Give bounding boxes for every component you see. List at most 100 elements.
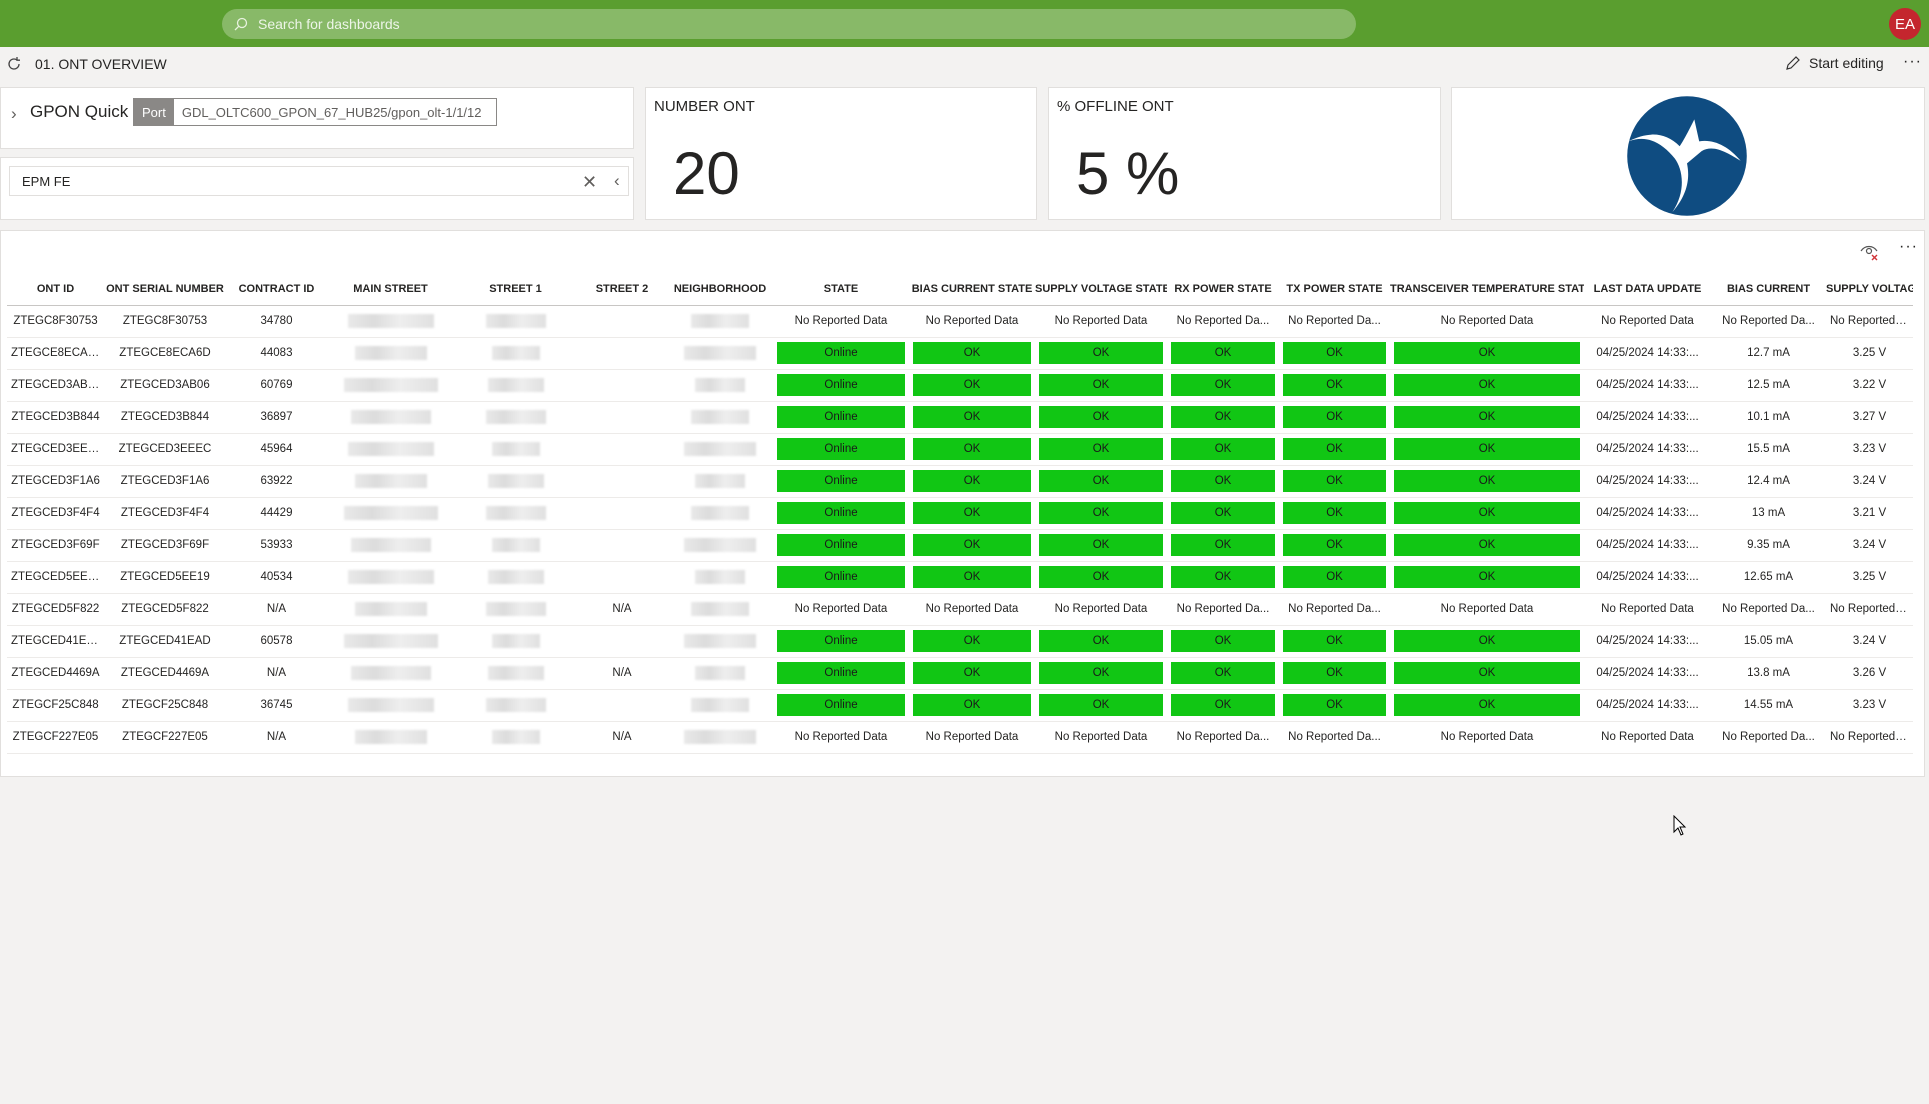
column-header-ont-serial-number[interactable]: ONT SERIAL NUMBER (104, 273, 226, 306)
column-header-street-1[interactable]: STREET 1 (454, 273, 577, 306)
status-badge: OK (1039, 534, 1163, 556)
redacted-value (487, 570, 544, 584)
status-badge: OK (1039, 342, 1163, 364)
user-avatar[interactable]: EA (1889, 8, 1921, 40)
table-row[interactable]: ZTEGCED41EAD ZTEGCED41EAD 60578 Online OK OK O… (7, 625, 1913, 658)
redacted-value (695, 570, 745, 584)
redacted-value (354, 730, 427, 744)
visual-visibility-icon[interactable] (1859, 241, 1879, 261)
column-header-last-data-update[interactable]: LAST DATA UPDATE (1584, 273, 1711, 306)
cell-street-2 (577, 369, 667, 402)
table-row[interactable]: ZTEGCE8ECA6D ZTEGCE8ECA6D 44083 Online OK OK O… (7, 337, 1913, 370)
table-row[interactable]: ZTEGCED4469A ZTEGCED4469A N/A N/A Online OK OK… (7, 657, 1913, 690)
status-badge: Online (777, 630, 905, 652)
cell-state: No Reported Data (773, 305, 909, 338)
cell-ont-serial-number: ZTEGCF25C848 (104, 689, 226, 722)
redacted-value (684, 730, 756, 744)
dashboard-search[interactable]: Search for dashboards (222, 9, 1356, 39)
cell-last-data-update: 04/25/2024 14:33:... (1584, 657, 1711, 690)
cell-rx-power-state: OK (1167, 529, 1279, 562)
status-badge: OK (1283, 502, 1386, 524)
port-value[interactable]: GDL_OLTC600_GPON_67_HUB25/gpon_olt-1/1/1… (181, 104, 482, 120)
column-header-state[interactable]: STATE (773, 273, 909, 306)
cell-bias-current: 12.4 mA (1711, 465, 1826, 498)
table-row[interactable]: ZTEGCED3F69F ZTEGCED3F69F 53933 Online OK OK O… (7, 529, 1913, 562)
cell-transceiver-temperature-state: No Reported Data (1390, 593, 1584, 626)
status-badge: Online (777, 662, 905, 684)
cell-tx-power-state: OK (1279, 625, 1390, 658)
gpon-quick-title: GPON Quick (30, 102, 129, 121)
cell-ont-id: ZTEGCED5F822 (7, 593, 104, 626)
column-header-street-2[interactable]: STREET 2 (577, 273, 667, 306)
kpi-title: NUMBER ONT (654, 98, 755, 115)
cell-bias-current-state: OK (909, 433, 1035, 466)
column-header-ont-id[interactable]: ONT ID (7, 273, 104, 306)
column-header-bias-current[interactable]: BIAS CURRENT (1711, 273, 1826, 306)
table-row[interactable]: ZTEGCED3AB06 ZTEGCED3AB06 60769 Online OK OK O… (7, 369, 1913, 402)
cell-ont-id: ZTEGCED3F1A6 (7, 465, 104, 498)
start-editing-button[interactable]: Start editing (1785, 55, 1884, 71)
redacted-value (691, 602, 749, 616)
table-row[interactable]: ZTEGCED3B844 ZTEGCED3B844 36897 Online OK OK O… (7, 401, 1913, 434)
chevron-left-icon[interactable]: ‹ (614, 171, 620, 190)
table-row[interactable]: ZTEGCF227E05 ZTEGCF227E05 N/A N/A No Reporte… (7, 721, 1913, 754)
table-row[interactable]: ZTEGCED5F822 ZTEGCED5F822 N/A N/A No Reporte… (7, 593, 1913, 626)
cell-neighborhood (667, 593, 773, 626)
epm-filter-input[interactable]: EPM FE ✕ ‹ (9, 166, 629, 196)
cell-last-data-update: No Reported Data (1584, 593, 1711, 626)
column-header-contract-id[interactable]: CONTRACT ID (226, 273, 327, 306)
column-header-bias-current-state[interactable]: BIAS CURRENT STATE (909, 273, 1035, 306)
refresh-icon[interactable] (6, 56, 22, 72)
cell-bias-current: 12.7 mA (1711, 337, 1826, 370)
cell-supply-voltage-state: OK (1035, 561, 1167, 594)
more-options-icon[interactable]: ··· (1903, 53, 1922, 70)
kpi-offline-ont: % OFFLINE ONT 5 % (1048, 87, 1441, 220)
cell-last-data-update: No Reported Data (1584, 305, 1711, 338)
column-header-main-street[interactable]: MAIN STREET (327, 273, 454, 306)
start-editing-label: Start editing (1809, 55, 1884, 71)
cell-contract-id: 44429 (226, 497, 327, 530)
epm-filter-card: EPM FE ✕ ‹ (0, 157, 634, 220)
cell-tx-power-state: OK (1279, 465, 1390, 498)
table-row[interactable]: ZTEGCED3EEEC ZTEGCED3EEEC 45964 Online OK OK O… (7, 433, 1913, 466)
cell-transceiver-temperature-state: OK (1390, 401, 1584, 434)
table-row[interactable]: ZTEGCED5EE19 ZTEGCED5EE19 40534 Online OK OK O… (7, 561, 1913, 594)
port-filter[interactable]: Port GDL_OLTC600_GPON_67_HUB25/gpon_olt-… (133, 98, 497, 126)
cell-state: No Reported Data (773, 593, 909, 626)
table-row[interactable]: ZTEGCED3F1A6 ZTEGCED3F1A6 63922 Online OK OK O… (7, 465, 1913, 498)
cell-street-1 (454, 433, 577, 466)
cell-rx-power-state: No Reported Da... (1167, 721, 1279, 754)
cell-tx-power-state: OK (1279, 433, 1390, 466)
cell-supply-voltage-state: OK (1035, 689, 1167, 722)
cell-last-data-update: 04/25/2024 14:33:... (1584, 689, 1711, 722)
column-header-tx-power-state[interactable]: TX POWER STATE (1279, 273, 1390, 306)
redacted-value (491, 538, 540, 552)
redacted-value (350, 666, 431, 680)
cell-main-street (327, 497, 454, 530)
epm-filter-value: EPM FE (22, 173, 71, 189)
column-header-neighborhood[interactable]: NEIGHBORHOOD (667, 273, 773, 306)
cell-last-data-update: 04/25/2024 14:33:... (1584, 529, 1711, 562)
clear-icon[interactable]: ✕ (582, 172, 598, 192)
table-row[interactable]: ZTEGCF25C848 ZTEGCF25C848 36745 Online OK OK O… (7, 689, 1913, 722)
status-badge: OK (1394, 534, 1580, 556)
cell-bias-current: No Reported Da... (1711, 305, 1826, 338)
redacted-value (343, 506, 438, 520)
chevron-right-icon[interactable]: › (11, 104, 17, 123)
table-row[interactable]: ZTEGC8F30753 ZTEGC8F30753 34780 No Reported… (7, 305, 1913, 338)
cell-state: Online (773, 465, 909, 498)
status-badge: Online (777, 694, 905, 716)
column-header-supply-voltage-state[interactable]: SUPPLY VOLTAGE STATE (1035, 273, 1167, 306)
redacted-value (354, 474, 427, 488)
cell-tx-power-state: OK (1279, 369, 1390, 402)
column-header-rx-power-state[interactable]: RX POWER STATE (1167, 273, 1279, 306)
column-header-transceiver-temperature-state[interactable]: TRANSCEIVER TEMPERATURE STATE (1390, 273, 1584, 306)
cell-bias-current-state: OK (909, 529, 1035, 562)
table-row[interactable]: ZTEGCED3F4F4 ZTEGCED3F4F4 44429 Online OK OK O… (7, 497, 1913, 530)
redacted-value (684, 346, 756, 360)
cell-transceiver-temperature-state: No Reported Data (1390, 721, 1584, 754)
visual-more-icon[interactable]: ··· (1899, 238, 1918, 255)
cell-bias-current-state: OK (909, 497, 1035, 530)
column-header-supply-voltage[interactable]: SUPPLY VOLTAGE (1826, 273, 1913, 306)
status-badge: OK (913, 406, 1031, 428)
